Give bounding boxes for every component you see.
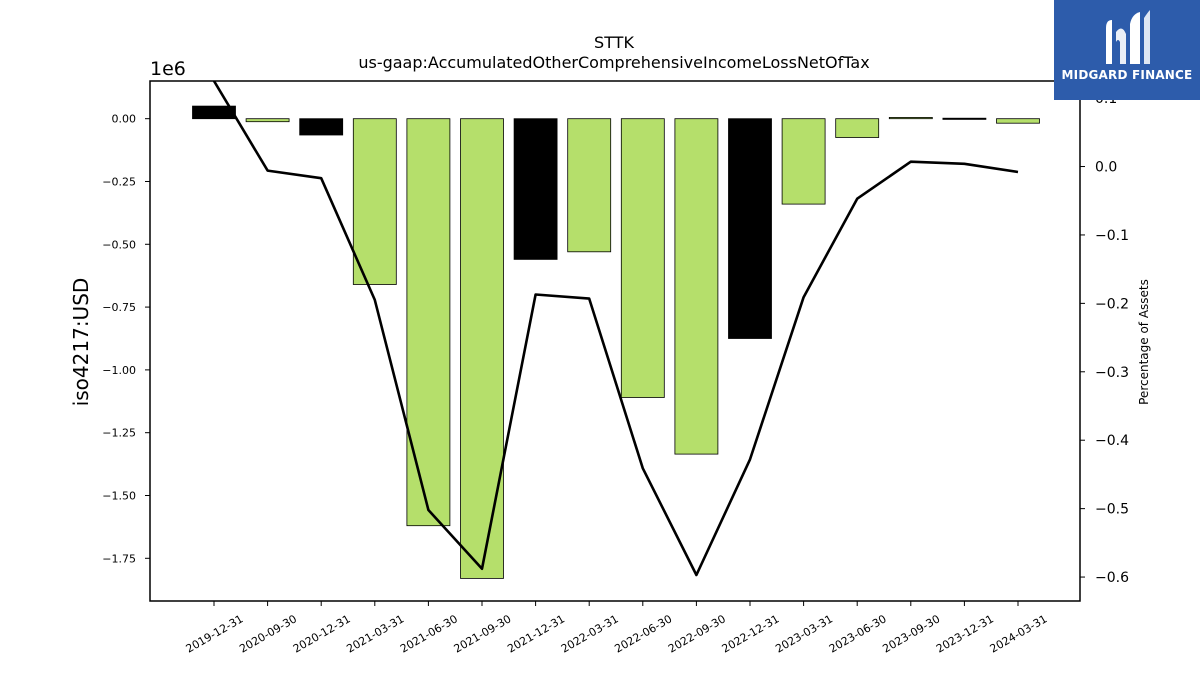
y-tick-label: −1.50 bbox=[102, 489, 136, 502]
y-tick-label: −1.25 bbox=[102, 427, 136, 440]
bar-2021-12-31 bbox=[513, 118, 558, 260]
bar-2020-12-31 bbox=[299, 118, 344, 136]
y-tick-label: −1.00 bbox=[102, 364, 136, 377]
y-tick-label: −0.25 bbox=[102, 175, 136, 188]
x-tick-label: 2019-12-31 bbox=[184, 612, 246, 655]
x-tick-label: 2020-12-31 bbox=[291, 612, 353, 655]
x-tick-label: 2023-09-30 bbox=[880, 612, 942, 655]
x-tick-label: 2023-06-30 bbox=[827, 612, 889, 655]
y-tick-label: −0.50 bbox=[102, 238, 136, 251]
x-tick-label: 2022-03-31 bbox=[559, 612, 621, 655]
x-tick-label: 2021-09-30 bbox=[452, 612, 514, 655]
y2-tick-label: −0.6 bbox=[1095, 570, 1129, 586]
bar-2023-06-30 bbox=[835, 118, 880, 138]
bar-2024-03-31 bbox=[996, 118, 1040, 124]
y-tick-label: −1.75 bbox=[102, 552, 136, 565]
bar-2021-03-31 bbox=[352, 118, 397, 285]
percentage-of-assets-line bbox=[212, 81, 1019, 577]
bar-2023-09-30 bbox=[888, 117, 933, 120]
y2-tick-label: −0.3 bbox=[1095, 365, 1129, 381]
plot-frame bbox=[149, 80, 1081, 602]
x-tick-label: 2020-09-30 bbox=[237, 612, 299, 655]
y-tick-label: −0.75 bbox=[102, 301, 136, 314]
x-tick-label: 2022-12-31 bbox=[720, 612, 782, 655]
logo-text: MIDGARD FINANCE bbox=[1061, 68, 1193, 82]
chart-title: STTK bbox=[594, 33, 634, 52]
chart-subtitle: us-gaap:AccumulatedOtherComprehensiveInc… bbox=[358, 53, 869, 72]
y2-tick-label: −0.2 bbox=[1095, 296, 1129, 312]
bar-2020-09-30 bbox=[245, 118, 290, 123]
bar-2022-06-30 bbox=[620, 118, 665, 398]
bar-2022-12-31 bbox=[728, 118, 772, 339]
x-tick-label: 2023-12-31 bbox=[934, 612, 996, 655]
x-tick-label: 2021-03-31 bbox=[344, 612, 406, 655]
bar-2023-12-31 bbox=[942, 117, 987, 120]
y2-tick-label: −0.1 bbox=[1095, 228, 1129, 244]
y-offset-label: 1e6 bbox=[150, 58, 186, 80]
bar-2021-09-30 bbox=[460, 118, 504, 579]
logo-mark-icon bbox=[1106, 10, 1150, 65]
y2-axis-label: Percentage of Assets bbox=[1137, 279, 1151, 405]
y2-tick-label: −0.4 bbox=[1095, 433, 1129, 449]
y-tick-label: 0.00 bbox=[112, 113, 137, 126]
y2-tick-label: −0.5 bbox=[1095, 502, 1129, 518]
y2-tick-label: 0.0 bbox=[1095, 160, 1117, 176]
bar-2022-09-30 bbox=[674, 118, 719, 455]
midgard-finance-logo: MIDGARD FINANCE bbox=[1054, 0, 1200, 100]
x-tick-label: 2021-06-30 bbox=[398, 612, 460, 655]
x-tick-label: 2021-12-31 bbox=[505, 612, 567, 655]
bar-2023-03-31 bbox=[781, 118, 826, 205]
x-tick-label: 2024-03-31 bbox=[988, 612, 1050, 655]
x-tick-label: 2023-03-31 bbox=[773, 612, 835, 655]
x-tick-label: 2022-06-30 bbox=[612, 612, 674, 655]
bar-2019-12-31 bbox=[192, 105, 236, 120]
bar-2022-03-31 bbox=[567, 118, 612, 253]
bar-2021-06-30 bbox=[406, 118, 451, 527]
x-tick-label: 2022-09-30 bbox=[666, 612, 728, 655]
y-axis-label: iso4217:USD bbox=[69, 278, 93, 407]
